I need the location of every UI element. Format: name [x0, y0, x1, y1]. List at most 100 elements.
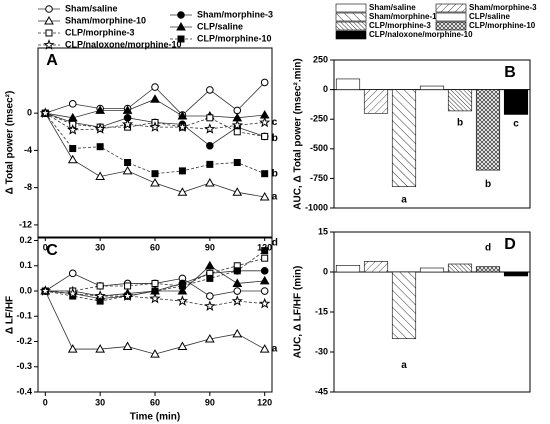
y-tick-label: -0.1 [16, 311, 32, 321]
marker [204, 333, 215, 343]
marker [260, 267, 269, 275]
y-tick-label: 0.0 [19, 285, 32, 295]
panel-label: A [46, 52, 58, 69]
marker [261, 170, 269, 178]
bar [503, 271, 529, 277]
marker [150, 94, 160, 103]
legend-label: CLP/naloxone/morphine-10 [65, 39, 182, 49]
marker [232, 328, 243, 338]
marker [259, 116, 271, 128]
marker [122, 105, 133, 114]
marker [233, 159, 241, 167]
legend-swatch [435, 21, 467, 31]
marker [67, 124, 79, 135]
marker [231, 119, 243, 131]
marker [122, 341, 133, 351]
y-tick-label: -0.2 [16, 336, 32, 346]
marker [178, 167, 186, 175]
marker [204, 260, 215, 270]
marker [94, 123, 106, 134]
y-tick-label: 0.2 [19, 235, 32, 245]
y-tick-label: -750 [310, 173, 328, 183]
annotation: a [401, 194, 407, 205]
annotation: a [272, 192, 278, 203]
series-line [45, 112, 265, 131]
marker [69, 145, 77, 153]
y-tick-label: 250 [313, 54, 328, 64]
legend-label: CLP/morphine-10 [197, 33, 272, 43]
marker [67, 112, 78, 122]
marker [261, 247, 269, 255]
x-tick-label: 120 [257, 397, 272, 407]
y-tick-label: -0.3 [16, 361, 32, 371]
bar [447, 89, 473, 112]
marker [43, 39, 55, 50]
bar [475, 266, 501, 273]
marker [177, 286, 188, 295]
plot-frame [333, 59, 531, 209]
marker [233, 287, 242, 295]
marker [68, 269, 77, 278]
marker [124, 159, 132, 167]
legend-label: Sham/saline [65, 3, 118, 13]
series-line [44, 112, 265, 175]
marker [233, 128, 241, 136]
marker [95, 105, 106, 114]
y-tick-label: -4 [24, 145, 32, 155]
marker [259, 344, 270, 353]
bar [447, 263, 473, 273]
marker [232, 278, 243, 287]
marker [176, 21, 186, 31]
marker [260, 287, 269, 295]
bar [419, 267, 445, 273]
marker [261, 254, 269, 262]
y-tick-label: -12 [19, 219, 32, 229]
annotation: a [401, 360, 407, 371]
marker [231, 295, 243, 306]
marker [67, 287, 79, 299]
annotation: a [272, 344, 278, 355]
y-axis-label: Δ LF/HF [5, 296, 16, 334]
marker [151, 279, 159, 287]
marker [206, 141, 214, 150]
marker [96, 143, 104, 151]
marker [259, 297, 271, 309]
bar [335, 265, 361, 273]
marker [206, 114, 214, 122]
y-axis-label: AUC, Δ LF/HF (min) [293, 266, 304, 359]
marker [121, 118, 134, 130]
marker [233, 106, 242, 115]
marker [176, 121, 189, 132]
y-tick-label: -45 [315, 386, 328, 396]
bar [363, 261, 389, 273]
marker [206, 160, 214, 168]
legend-label: CLP/saline [469, 12, 510, 21]
legend-swatch [335, 21, 367, 31]
marker [204, 177, 215, 187]
marker [124, 282, 132, 290]
marker [206, 274, 214, 282]
x-tick-label: 0 [43, 397, 48, 407]
annotation: d [272, 238, 278, 249]
bar [391, 271, 417, 339]
plot-frame [37, 47, 273, 238]
x-tick-label: 0 [43, 242, 48, 252]
marker [45, 5, 53, 13]
annotation: c [513, 119, 519, 130]
marker [67, 344, 78, 353]
panel-label: C [46, 242, 58, 259]
y-axis-label: Δ Total power (msec²) [5, 91, 16, 195]
y-tick-label: 15 [318, 226, 328, 236]
legend-label: Sham/morphine-3 [469, 3, 537, 12]
y-tick-label: 0 [323, 84, 328, 94]
marker [259, 191, 270, 201]
marker [178, 282, 186, 290]
y-tick-label: -250 [310, 114, 328, 124]
bar [335, 78, 361, 90]
marker [150, 177, 160, 187]
y-axis-label: AUC, Δ Total power (msec².min) [293, 58, 304, 209]
marker [177, 11, 185, 19]
y-tick-label: -1000 [305, 202, 328, 212]
bar [391, 89, 417, 187]
